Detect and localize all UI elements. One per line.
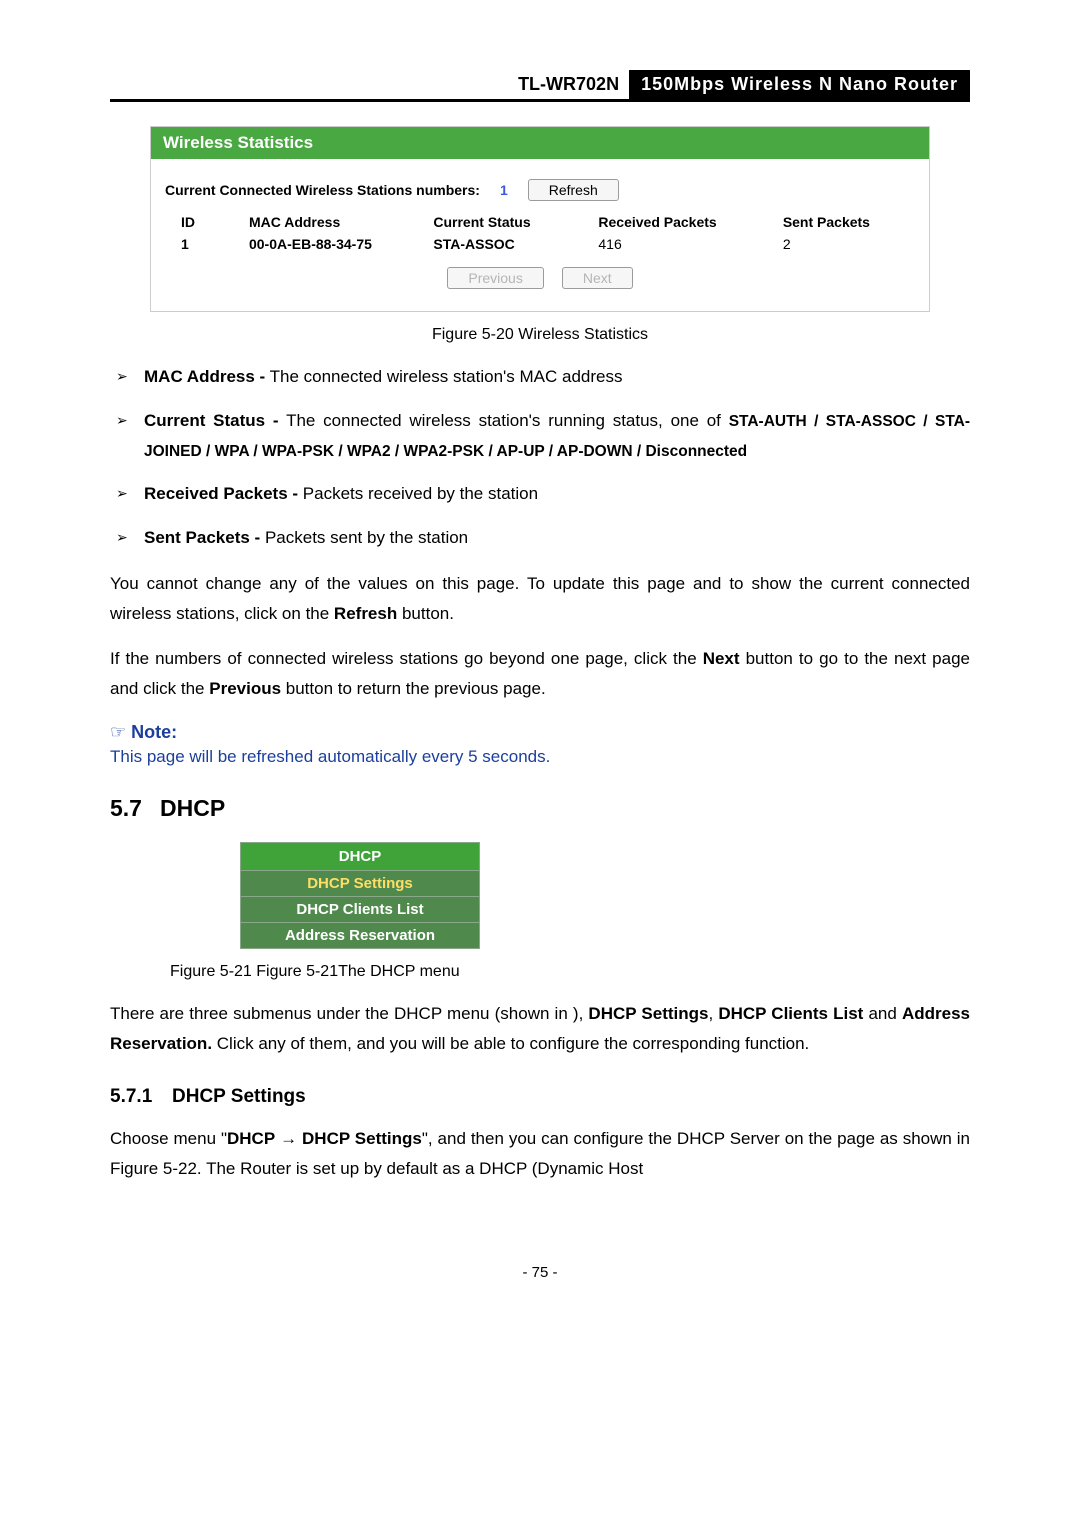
para-text: , [708, 1004, 718, 1023]
bullet-desc: The connected wireless station's MAC add… [265, 367, 622, 386]
cell-tx: 2 [783, 236, 909, 252]
section-heading-5-7: 5.7DHCP [110, 795, 970, 822]
bullet-arrow-icon: ➢ [116, 523, 144, 553]
dhcp-menu-clients-list[interactable]: DHCP Clients List [241, 896, 479, 922]
bullet-term: MAC Address - [144, 367, 265, 386]
bullet-term: Received Packets - [144, 484, 298, 503]
col-rx: Received Packets [598, 214, 782, 230]
stats-table: ID MAC Address Current Status Received P… [165, 211, 915, 255]
figure-caption-5-21: Figure 5-21 Figure 5-21The DHCP menu [170, 963, 970, 981]
wireless-stats-panel: Wireless Statistics Current Connected Wi… [150, 126, 930, 312]
table-header-row: ID MAC Address Current Status Received P… [165, 211, 915, 233]
section-heading-5-7-1: 5.7.1DHCP Settings [110, 1086, 970, 1108]
note-hand-icon: ☞ [110, 722, 126, 742]
para-bold: Next [703, 649, 740, 668]
arrow-icon: → [275, 1129, 302, 1148]
section-title: DHCP Settings [172, 1086, 306, 1107]
section-number: 5.7.1 [110, 1086, 172, 1108]
paragraph-dhcp-settings: Choose menu "DHCP → DHCP Settings", and … [110, 1124, 970, 1184]
product-name: 150Mbps Wireless N Nano Router [629, 70, 970, 99]
note-text: This page will be refreshed automaticall… [110, 747, 970, 767]
previous-button[interactable]: Previous [447, 267, 543, 289]
para-bold: DHCP Clients List [718, 1004, 863, 1023]
para-text: button. [397, 604, 454, 623]
paragraph-refresh: You cannot change any of the values on t… [110, 569, 970, 629]
para-text: button to return the previous page. [281, 679, 546, 698]
note-header: ☞ Note: [110, 722, 970, 743]
col-status: Current Status [433, 214, 598, 230]
para-text: You cannot change any of the values on t… [110, 574, 970, 623]
bullet-desc: Packets received by the station [298, 484, 538, 503]
model-label: TL-WR702N [508, 70, 629, 99]
bullet-desc: Packets sent by the station [260, 528, 468, 547]
para-text: and [863, 1004, 902, 1023]
paragraph-pagination: If the numbers of connected wireless sta… [110, 644, 970, 704]
dhcp-menu-head[interactable]: DHCP [241, 843, 479, 870]
para-text: Click any of them, and you will be able … [212, 1034, 809, 1053]
cell-mac: 00-0A-EB-88-34-75 [249, 236, 433, 252]
note-label: Note: [126, 722, 177, 742]
section-number: 5.7 [110, 795, 160, 822]
table-row: 1 00-0A-EB-88-34-75 STA-ASSOC 416 2 [165, 233, 915, 255]
bullet-current-status: ➢ Current Status - The connected wireles… [116, 406, 970, 466]
bullet-term: Sent Packets - [144, 528, 260, 547]
cell-rx: 416 [598, 236, 782, 252]
next-button[interactable]: Next [562, 267, 633, 289]
para-bold: DHCP Settings [588, 1004, 708, 1023]
panel-title: Wireless Statistics [151, 127, 929, 159]
cell-status: STA-ASSOC [433, 236, 598, 252]
para-bold: Refresh [334, 604, 397, 623]
para-bold: DHCP Settings [302, 1129, 422, 1148]
bullet-arrow-icon: ➢ [116, 406, 144, 466]
connected-count-label: Current Connected Wireless Stations numb… [165, 182, 480, 198]
cell-id: 1 [181, 236, 249, 252]
dhcp-menu-settings[interactable]: DHCP Settings [241, 870, 479, 896]
doc-header: TL-WR702N 150Mbps Wireless N Nano Router [110, 70, 970, 102]
page-number: - 75 - [110, 1264, 970, 1281]
bullet-term: Current Status - [144, 411, 279, 430]
dhcp-menu-address-reservation[interactable]: Address Reservation [241, 922, 479, 948]
bullet-received-packets: ➢ Received Packets - Packets received by… [116, 479, 970, 509]
connected-count-value: 1 [500, 182, 508, 198]
col-mac: MAC Address [249, 214, 433, 230]
col-id: ID [181, 214, 249, 230]
paragraph-dhcp-submenus: There are three submenus under the DHCP … [110, 999, 970, 1059]
para-text: Choose menu " [110, 1129, 227, 1148]
dhcp-menu-screenshot: DHCP DHCP Settings DHCP Clients List Add… [240, 842, 480, 949]
para-text: There are three submenus under the DHCP … [110, 1004, 588, 1023]
bullet-desc: The connected wireless station's running… [279, 411, 729, 430]
para-bold: DHCP [227, 1129, 275, 1148]
para-bold: Previous [209, 679, 281, 698]
col-tx: Sent Packets [783, 214, 909, 230]
bullet-arrow-icon: ➢ [116, 362, 144, 392]
section-title: DHCP [160, 795, 225, 821]
figure-caption-5-20: Figure 5-20 Wireless Statistics [110, 326, 970, 344]
bullet-arrow-icon: ➢ [116, 479, 144, 509]
para-text: If the numbers of connected wireless sta… [110, 649, 703, 668]
bullet-mac-address: ➢ MAC Address - The connected wireless s… [116, 362, 970, 392]
refresh-button[interactable]: Refresh [528, 179, 619, 201]
bullet-sent-packets: ➢ Sent Packets - Packets sent by the sta… [116, 523, 970, 553]
